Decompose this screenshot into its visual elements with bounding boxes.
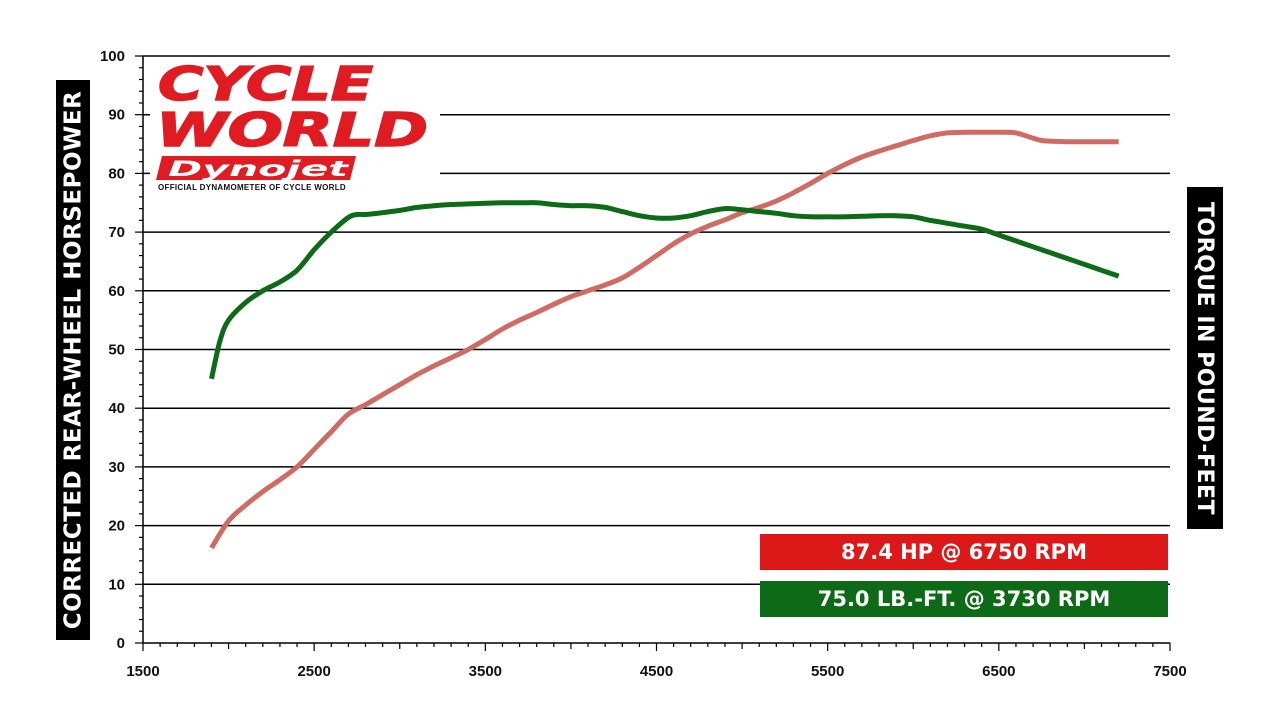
y-axis-label-right-text: TORQUE IN POUND-FEET [1192,201,1218,515]
y-tick-label: 50 [108,342,125,359]
horsepower-series-line [209,129,1119,550]
y-axis-label-right: TORQUE IN POUND-FEET [1187,187,1223,529]
y-tick-label: 20 [108,518,125,535]
x-tick-labels: 1500 2500 3500 4500 5500 6500 7500 [126,663,1186,680]
y-tick-label: 10 [108,576,125,593]
x-tick-label: 1500 [126,663,159,680]
y-tick-label: 40 [108,400,125,417]
y-tick-label: 70 [108,224,125,241]
logo-line1: CYCLE [158,60,373,111]
logo-tagline: OFFICIAL DYNAMOMETER OF CYCLE WORLD [158,183,346,192]
x-tick-label: 5500 [811,663,844,680]
y-tick-label: 100 [100,48,125,65]
y-tick-label: 0 [117,635,125,652]
y-tick-label: 90 [108,107,125,124]
x-tick-label: 2500 [297,663,330,680]
y-tick-label: 60 [108,283,125,300]
peak-hp-badge: 87.4 HP @ 6750 RPM [760,534,1168,570]
x-tick-label: 3500 [469,663,502,680]
logo-brand: Dynojet [168,157,350,181]
peak-torque-badge: 75.0 LB.-FT. @ 3730 RPM [760,581,1168,617]
torque-series-line [209,200,1120,380]
x-tick-label: 7500 [1153,663,1186,680]
y-axis-label-left: CORRECTED REAR-WHEEL HORSEPOWER [56,80,90,640]
y-tick-label: 80 [108,165,125,182]
axes [135,55,1171,651]
dynojet-plate [156,156,356,180]
x-tick-label: 4500 [640,663,673,680]
logo-line2: WORLD [156,103,428,157]
x-tick-label: 6500 [982,663,1015,680]
grid-lines [143,55,1170,586]
cycle-world-dynojet-logo: CYCLE WORLD Dynojet OFFICIAL DYNAMOMETER… [150,60,440,200]
y-tick-labels: 0 10 20 30 40 50 60 70 80 90 100 [100,48,125,652]
y-tick-label: 30 [108,459,125,476]
y-axis-label-left-text: CORRECTED REAR-WHEEL HORSEPOWER [60,90,86,630]
series-lines [209,129,1120,550]
